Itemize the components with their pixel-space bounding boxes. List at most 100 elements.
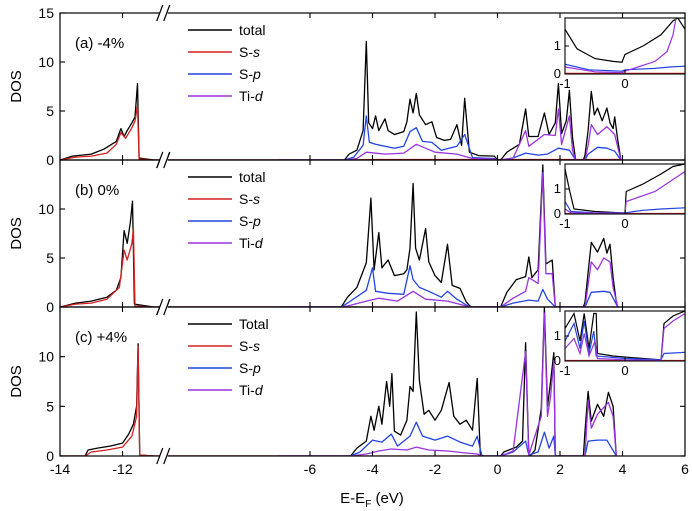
panel-label: (c) +4% [75,329,127,346]
inset-series-s-p-line [565,320,685,361]
legend-prefix: Ti- [239,382,255,398]
axis-break-gap [159,152,168,168]
panel-label: (b) 0% [75,182,119,199]
legend-suffix: s [253,44,260,60]
series-ti-d-line [278,108,622,160]
legend-label-ti-d: Ti-d [239,235,264,251]
y-tick-label: 5 [46,103,54,119]
inset-x-tick-label: 0 [621,363,628,378]
x-tick-label: 2 [556,461,564,477]
inset-x-tick-label: 0 [621,76,628,91]
inset-x-tick-label: -1 [559,363,571,378]
legend-prefix: S- [239,191,253,207]
legend-prefix: S- [239,338,253,354]
y-axis-label: DOS [8,365,25,398]
axis-break-mark [163,447,171,465]
inset-2: 01-1 0 [554,163,686,231]
legend-label-s-p: S-p [239,360,261,376]
x-tick-label: -14 [50,461,70,477]
legend-label-ti-d: Ti-d [239,382,264,398]
legend-suffix: p [252,213,261,229]
axis-break-mark [156,4,164,22]
legend-prefix: S- [239,66,253,82]
legend-label-s-s: S-s [239,338,260,354]
legend-suffix: d [255,382,264,398]
axis-break-mark [163,298,171,316]
inset-series-s-p-line [565,63,685,72]
inset-x-tick-label: -1 [559,76,571,91]
x-tick-label: 4 [619,461,627,477]
legend-prefix: S- [239,360,253,376]
series-ti-d-line [278,172,619,307]
inset-x-tick-label: -1 [559,216,571,231]
inset-series-ti-d-line [565,18,685,74]
inset-series-ti-d-line [565,171,685,214]
legend-suffix: s [253,191,260,207]
inset-series-total-line [565,18,685,63]
axis-break-mark [163,4,171,22]
axis-break-gap [159,448,168,464]
series-s-s-line [60,105,622,160]
legend-prefix: total [239,22,265,38]
inset-background [565,18,685,74]
legend-prefix: S- [239,44,253,60]
inset-1: 01-1 0 [554,17,686,91]
series-total-line [60,307,617,456]
axis-break-gap [159,299,168,315]
inset-y-tick-label: 1 [554,181,561,196]
y-tick-label: 10 [38,349,54,365]
y-axis-label: DOS [8,217,25,250]
inset-y-tick-label: 1 [554,38,561,53]
y-tick-label: 10 [38,54,54,70]
inset-y-tick-label: 0 [554,66,561,81]
inset-y-tick-label: 0 [554,206,561,221]
series-s-p-line [278,421,617,456]
legend-label-total: total [239,169,265,185]
legend-prefix: Ti- [239,88,255,104]
series-ti-d-line [278,312,617,456]
y-tick-label: 5 [46,250,54,266]
legend-label-ti-d: Ti-d [239,88,264,104]
x-tick-label: -4 [366,461,379,477]
legend-prefix: S- [239,213,253,229]
y-tick-label: 10 [38,201,54,217]
legend-prefix: total [239,169,265,185]
inset-series-ti-d-line [565,312,685,361]
inset-3: 01-1 0 [554,310,686,378]
x-tick-label: -6 [304,461,317,477]
x-tick-label: -12 [112,461,132,477]
y-tick-label: 0 [46,299,54,315]
series-s-p-line [278,265,619,307]
y-tick-label: 15 [38,5,54,21]
panel-label: (a) -4% [75,35,124,52]
legend-label-s-p: S-p [239,66,261,82]
legend-prefix: Ti- [239,235,255,251]
legend-label-total: total [239,22,265,38]
y-axis-label: DOS [8,70,25,103]
axis-break-mark [156,447,164,465]
y-tick-label: 0 [46,152,54,168]
x-tick-label: 6 [681,461,689,477]
legend-suffix: p [252,360,261,376]
series-s-s-line [60,227,618,307]
axis-break-mark [156,298,164,316]
legend-label-s-p: S-p [239,213,261,229]
legend-suffix: s [253,338,260,354]
series-s-p-line [278,115,622,160]
y-tick-label: 0 [46,448,54,464]
inset-y-tick-label: 1 [554,328,561,343]
x-tick-label: -2 [429,461,442,477]
legend-label-total: Total [239,316,269,332]
legend-label-s-s: S-s [239,44,260,60]
series-total-line [60,40,622,160]
legend-prefix: Total [239,316,269,332]
inset-y-tick-label: 0 [554,353,561,368]
y-tick-label: 5 [46,398,54,414]
legend-suffix: d [255,235,264,251]
axis-break-mark [163,151,171,169]
axis-break-mark [156,151,164,169]
